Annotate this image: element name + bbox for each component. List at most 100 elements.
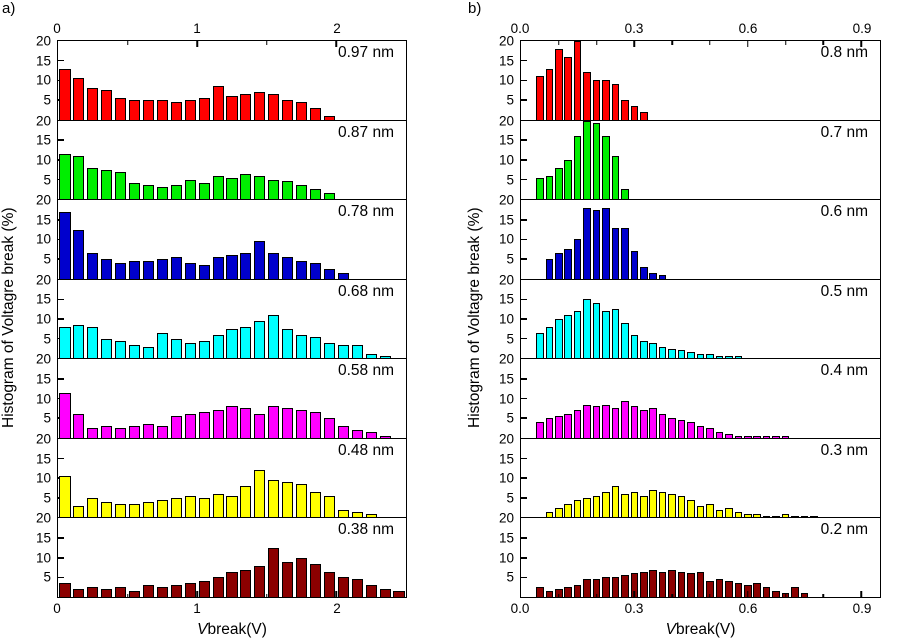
histogram-panel: 5 10 15 20 0.2 nm	[499, 511, 880, 598]
chart-b: 0.0 0.3 0.6 0.9 5 10 15 20 0.8 nm 5 10 15 20 0.7 nm 5…	[499, 20, 881, 639]
histogram-bar	[226, 571, 238, 598]
histogram-bar	[706, 503, 714, 518]
histogram-bar	[282, 561, 294, 598]
histogram-bar	[170, 338, 182, 359]
panel-distance-label: 0.87 nm	[337, 123, 394, 141]
histogram-bar	[73, 229, 85, 279]
y-tick-label: 5	[43, 490, 51, 506]
y-tick-label: 5	[506, 92, 514, 108]
histogram-bar	[555, 167, 563, 200]
histogram-bar	[128, 344, 141, 359]
histogram-bar	[564, 414, 572, 438]
histogram-bar	[156, 187, 168, 200]
histogram-bar	[611, 577, 620, 598]
histogram-bar	[212, 577, 224, 598]
histogram-bar	[59, 68, 71, 120]
histogram-bar	[156, 426, 168, 438]
histogram-bar	[573, 499, 582, 518]
histogram-bar	[254, 414, 266, 438]
histogram-bar	[115, 428, 127, 438]
histogram-bar	[184, 263, 196, 279]
histogram-bar	[184, 342, 196, 359]
axis-tick	[822, 593, 825, 597]
histogram-bar	[583, 208, 591, 279]
histogram-bar	[621, 99, 629, 120]
histogram-bar	[323, 268, 335, 279]
y-tick-label: 15	[35, 371, 51, 387]
histogram-bar	[226, 328, 238, 359]
axis-tick	[521, 298, 527, 301]
x-tick-label: 0.0	[510, 21, 530, 36]
histogram-bar	[630, 334, 639, 359]
axis-tick	[746, 41, 749, 47]
axis-tick	[784, 41, 787, 45]
y-tick-label: 10	[35, 470, 51, 486]
histogram-bar	[73, 324, 85, 359]
histogram-bar	[583, 497, 591, 518]
histogram-bar	[545, 511, 554, 518]
panel-distance-label: 0.38 nm	[337, 521, 394, 539]
histogram-bar	[73, 589, 85, 598]
histogram-bar	[687, 573, 695, 598]
histogram-bar	[226, 495, 238, 518]
histogram-bar	[706, 581, 714, 598]
histogram-bar	[640, 266, 648, 279]
histogram-bar	[772, 435, 780, 438]
y-tick-label: 5	[506, 251, 514, 267]
histogram-bar	[254, 175, 266, 200]
histogram-bar	[351, 511, 363, 518]
histogram-bar	[309, 412, 322, 438]
y-tick-label: 15	[35, 451, 51, 467]
histogram-bar	[621, 227, 629, 279]
y-tick-label: 10	[35, 550, 51, 566]
histogram-bar	[128, 426, 141, 438]
y-tick-label: 15	[35, 530, 51, 546]
histogram-bar	[583, 72, 591, 120]
y-tick-label: 5	[506, 569, 514, 585]
axis-tick	[196, 41, 198, 47]
y-tick-label: 15	[35, 291, 51, 307]
histogram-panel: 5 10 15 20 0.78 nm	[36, 193, 406, 280]
histogram-bar	[73, 78, 85, 120]
histogram-bar	[282, 408, 294, 438]
histogram-bar	[59, 211, 71, 279]
y-tick-label: 15	[498, 53, 514, 69]
histogram-bar	[583, 404, 591, 438]
histogram-bar	[677, 420, 686, 438]
y-tick-label: 15	[35, 53, 51, 69]
panel-distance-label: 0.7 nm	[820, 123, 868, 141]
x-axis-title-italic: V	[197, 621, 208, 638]
axis-tick	[58, 378, 64, 380]
histogram-bar	[734, 511, 743, 518]
histogram-bar	[668, 569, 676, 598]
axis-tick	[521, 337, 527, 340]
axis-tick	[58, 537, 64, 539]
histogram-bar	[254, 92, 266, 120]
histogram-bar	[309, 491, 322, 518]
y-tick-label: 10	[35, 231, 51, 247]
axis-tick	[521, 477, 527, 479]
axis-tick	[521, 178, 527, 181]
histogram-bar	[296, 185, 308, 200]
histogram-bar	[762, 515, 771, 518]
histogram-bar	[658, 571, 667, 598]
histogram-bar	[630, 251, 639, 279]
x-axis-title-rest: break(V)	[207, 621, 267, 638]
axis-tick	[860, 41, 862, 47]
panel-distance-label: 0.6 nm	[820, 203, 868, 221]
histogram-bar	[323, 571, 335, 598]
histogram-bar	[668, 418, 676, 438]
histogram-bar	[592, 209, 601, 279]
histogram-bar	[602, 404, 610, 438]
histogram-bar	[351, 430, 363, 438]
histogram-bar	[583, 579, 591, 598]
histogram-bar	[611, 155, 620, 200]
histogram-bar	[59, 392, 71, 438]
histogram-bar	[240, 408, 252, 438]
histogram-bar	[696, 505, 705, 518]
histogram-bar	[87, 497, 99, 518]
histogram-panel: 5 10 15 20 0.97 nm	[36, 34, 406, 121]
histogram-bar	[800, 515, 809, 518]
histogram-bar	[337, 509, 349, 518]
histogram-bar	[602, 208, 610, 279]
